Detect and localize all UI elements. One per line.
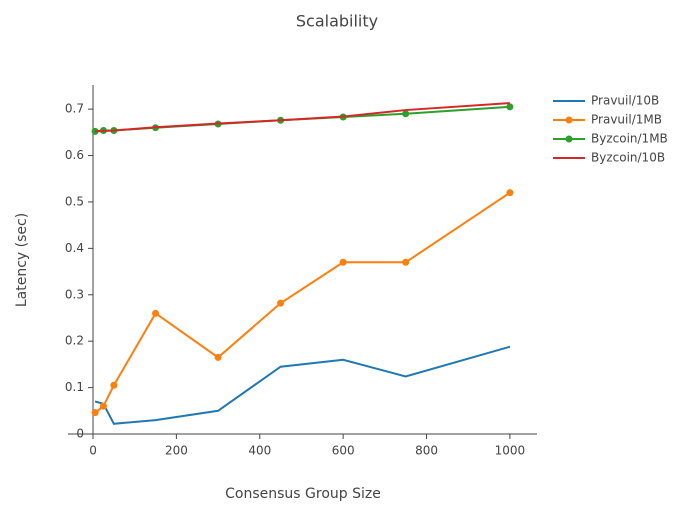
y-tick-label: 0.5 [65, 194, 84, 208]
legend-label: Pravuil/10B [591, 94, 659, 108]
x-tick-label: 600 [332, 444, 355, 458]
series-marker [402, 110, 410, 118]
x-tick-label: 0 [89, 444, 97, 458]
y-tick-label: 0 [76, 427, 84, 441]
x-axis-title: Consensus Group Size [225, 486, 381, 502]
y-tick-label: 0.4 [65, 241, 84, 255]
x-tick-label: 800 [415, 444, 438, 458]
x-tick-label: 400 [248, 444, 271, 458]
series-marker [277, 299, 285, 307]
series-line [94, 191, 511, 414]
series-marker [214, 353, 222, 361]
series-line [94, 345, 511, 425]
series-marker [339, 258, 347, 266]
y-tick-label: 0.1 [65, 380, 84, 394]
legend-marker [565, 116, 573, 124]
y-tick-label: 0.3 [65, 287, 84, 301]
y-tick-label: 0.2 [65, 334, 84, 348]
series-marker [91, 409, 99, 417]
x-tick-label: 200 [165, 444, 188, 458]
legend-label: Byzcoin/1MB [591, 132, 668, 146]
series-marker [506, 189, 514, 197]
chart-title: Scalability [296, 12, 378, 31]
series-line [95, 102, 510, 133]
legend-label: Pravuil/1MB [591, 113, 662, 127]
series-marker [506, 103, 514, 111]
series-marker [402, 258, 410, 266]
series-marker [99, 402, 107, 410]
y-tick-label: 0.7 [65, 102, 84, 116]
y-axis-title: Latency (sec) [14, 213, 30, 307]
y-tick-label: 0.6 [65, 148, 84, 162]
x-tick-label: 1000 [495, 444, 526, 458]
legend-marker [565, 135, 573, 143]
series-marker [110, 381, 118, 389]
legend-label: Byzcoin/10B [591, 151, 665, 165]
series-marker [152, 309, 160, 317]
